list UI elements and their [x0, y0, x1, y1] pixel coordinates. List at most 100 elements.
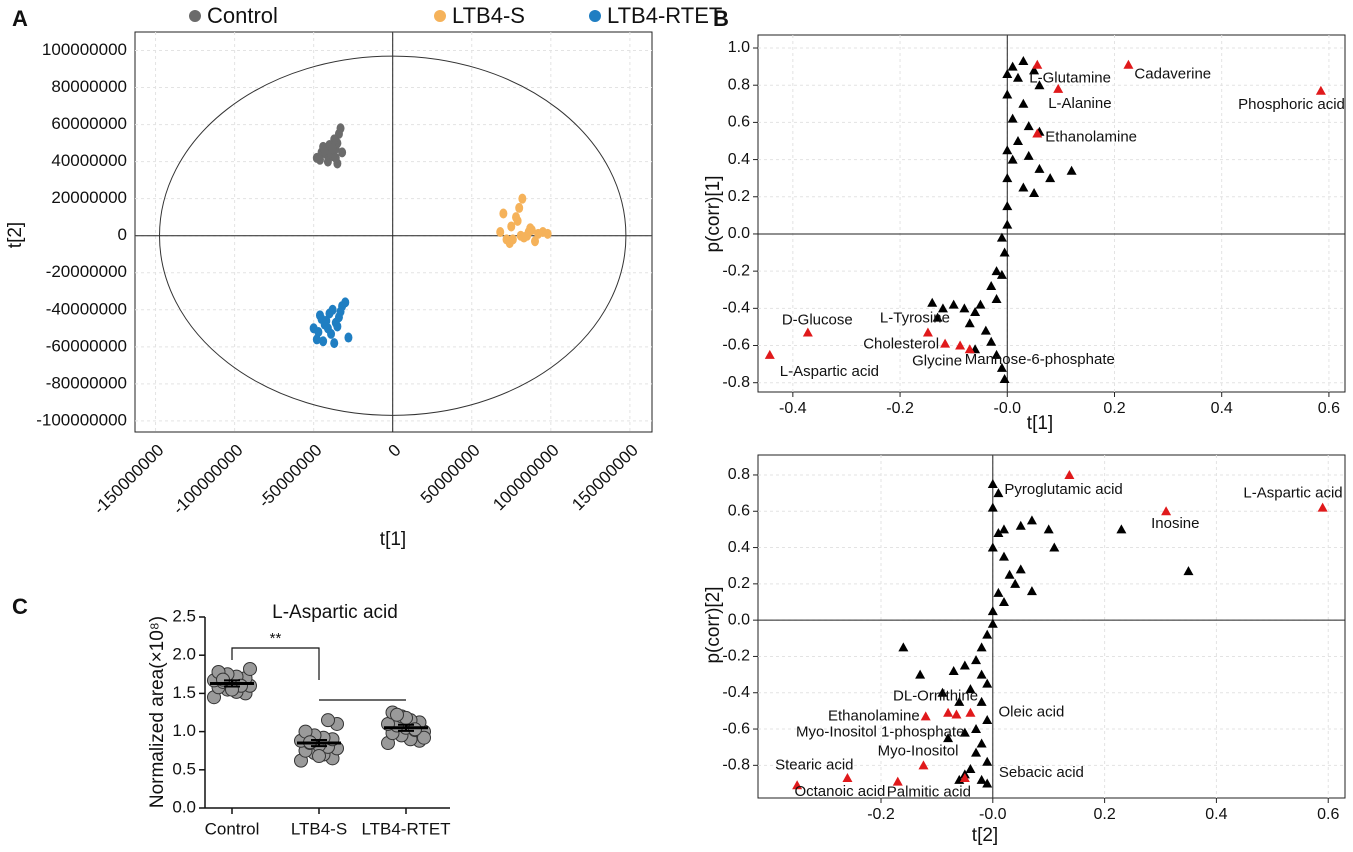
point-label: Glycine [912, 352, 962, 369]
point [322, 315, 331, 326]
x-axis-label: t[1] [380, 529, 406, 550]
point [1007, 113, 1018, 123]
point [982, 678, 993, 688]
point [986, 281, 997, 291]
point-label: Stearic acid [775, 756, 853, 773]
point [970, 307, 981, 317]
point [1064, 469, 1075, 479]
point [336, 306, 345, 317]
point [499, 208, 508, 219]
point [971, 655, 982, 665]
point [518, 193, 527, 204]
point [1023, 150, 1034, 160]
x-tick-label: -150000000 [90, 441, 168, 519]
point [764, 349, 775, 359]
error-bar [398, 723, 414, 732]
point [543, 228, 552, 239]
y-tick-label: 1.5 [172, 683, 196, 702]
point-label: L-Aspartic acid [1243, 485, 1342, 502]
point [1066, 165, 1077, 175]
point [987, 618, 998, 628]
y-tick-label: 0.0 [728, 225, 750, 242]
legend-marker [434, 10, 446, 22]
x-tick-label: -50000000 [255, 441, 326, 512]
point [976, 642, 987, 652]
x-tick-label: 50000000 [417, 441, 484, 508]
point [327, 328, 336, 339]
point [987, 502, 998, 512]
y-tick-label: 100000000 [42, 40, 127, 59]
point [319, 336, 328, 347]
point [982, 756, 993, 766]
x-tick-label: -100000000 [169, 441, 247, 519]
point [951, 709, 962, 719]
confidence-ellipse [159, 55, 627, 416]
point [991, 266, 1002, 276]
point [1032, 59, 1043, 69]
x-tick-label: -0.2 [867, 806, 895, 823]
point [1026, 515, 1037, 525]
x-tick-label: -0.2 [886, 400, 914, 417]
point [328, 304, 337, 315]
point [802, 327, 813, 337]
y-tick-label: 0.4 [728, 151, 750, 168]
point [986, 336, 997, 346]
point [1053, 83, 1064, 93]
point-label: D-Glucose [782, 311, 853, 328]
point [315, 310, 324, 321]
dot [312, 749, 326, 764]
y-tick-label: -100000000 [36, 410, 127, 429]
y-axis-label: Normalized area(×10⁸) [147, 616, 168, 808]
point [982, 629, 993, 639]
x-tick-label: 0.2 [1103, 400, 1125, 417]
point [1029, 65, 1040, 75]
point [987, 542, 998, 552]
x-tick-label: Control [205, 819, 260, 838]
point [1002, 69, 1013, 79]
y-tick-label: 80000000 [51, 77, 127, 96]
x-tick-label: 0.6 [1317, 806, 1339, 823]
point [996, 232, 1007, 242]
point [898, 642, 909, 652]
x-tick-label: 0.2 [1093, 806, 1115, 823]
point-label: Pyroglutamic acid [1004, 481, 1122, 498]
point [982, 778, 993, 788]
point-label: Cholesterol [863, 336, 939, 353]
point-label: L-Glutamine [1029, 70, 1111, 87]
y-tick-label: 1.0 [728, 39, 750, 56]
y-tick-label: 60000000 [51, 114, 127, 133]
point [998, 551, 1009, 561]
point [996, 362, 1007, 372]
point [1317, 502, 1328, 512]
point [1034, 163, 1045, 173]
point [1018, 98, 1029, 108]
point [1002, 145, 1013, 155]
point [315, 154, 324, 165]
point [998, 524, 1009, 534]
point [932, 312, 943, 322]
y-tick-label: -40000000 [46, 299, 127, 318]
point [922, 327, 933, 337]
point-label: Sebacic acid [999, 764, 1084, 781]
point-label: Ethanolamine [828, 707, 920, 724]
point [927, 297, 938, 307]
x-axis-label: t[1] [1027, 413, 1053, 434]
dot [417, 730, 431, 745]
point-label: L-Aspartic acid [780, 363, 879, 380]
point [959, 303, 970, 313]
y-tick-label: 0.0 [172, 797, 196, 816]
panel-label: B [713, 6, 729, 31]
y-tick-label: 2.5 [172, 606, 196, 625]
point [1032, 128, 1043, 138]
y-tick-label: 0.5 [172, 759, 196, 778]
point [937, 687, 948, 697]
x-tick-label: -0.4 [779, 400, 807, 417]
point [980, 325, 991, 335]
point [892, 776, 903, 786]
y-tick-label: -0.8 [722, 374, 750, 391]
legend-label: LTB4-RTET [607, 3, 722, 28]
dot [390, 707, 404, 722]
point [496, 227, 505, 237]
point [513, 215, 522, 226]
point [842, 773, 853, 783]
